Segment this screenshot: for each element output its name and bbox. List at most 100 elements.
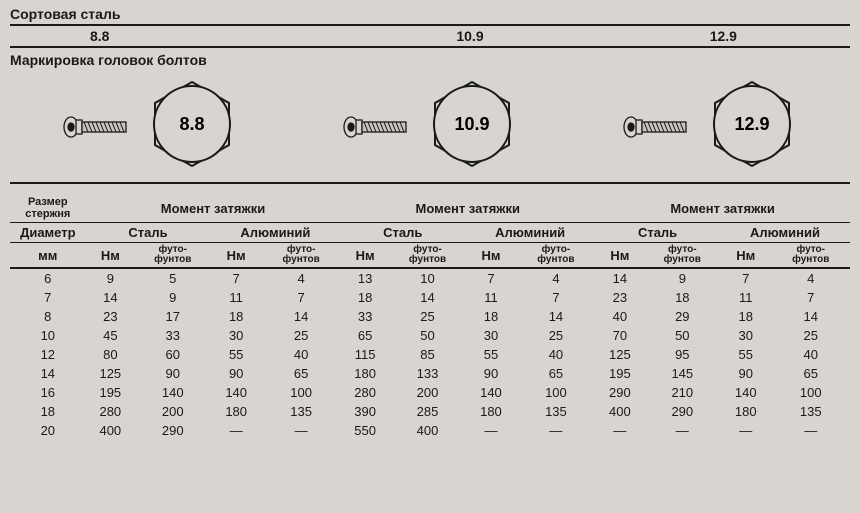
value-cell: 10 — [390, 268, 465, 288]
mm-header: мм — [10, 243, 86, 269]
grade-value: 8.8 — [10, 26, 343, 46]
table-row: 20400290——550400—————— — [10, 421, 850, 440]
value-cell: 290 — [135, 421, 210, 440]
head-label: 8.8 — [179, 114, 204, 134]
value-cell: — — [771, 421, 850, 440]
value-cell: 290 — [645, 402, 720, 421]
value-cell: 135 — [262, 402, 340, 421]
diameter-cell: 7 — [10, 288, 86, 307]
value-cell: 180 — [465, 402, 517, 421]
value-cell: 7 — [465, 268, 517, 288]
marking-title: Маркировка головок болтов — [10, 48, 850, 70]
value-cell: 4 — [517, 268, 595, 288]
funt-header: фунтов — [139, 255, 206, 265]
size-header-1: Размер — [14, 196, 82, 208]
value-cell: 140 — [465, 383, 517, 402]
head-label: 10.9 — [454, 114, 489, 134]
moment-header: Момент затяжки — [86, 194, 341, 223]
value-cell: 280 — [86, 402, 135, 421]
value-cell: — — [210, 421, 262, 440]
value-cell: 33 — [340, 307, 389, 326]
nm-header: Нм — [720, 243, 772, 269]
moment-header: Момент затяжки — [595, 194, 850, 223]
value-cell: 33 — [135, 326, 210, 345]
value-cell: — — [595, 421, 644, 440]
value-cell: 9 — [645, 268, 720, 288]
table-row: 1412590906518013390651951459065 — [10, 364, 850, 383]
value-cell: 400 — [595, 402, 644, 421]
value-cell: 11 — [720, 288, 772, 307]
head-label: 12.9 — [734, 114, 769, 134]
value-cell: 30 — [210, 326, 262, 345]
steel-header: Сталь — [595, 223, 720, 243]
alum-header: Алюминий — [210, 223, 340, 243]
value-cell: 180 — [720, 402, 772, 421]
value-cell: 50 — [645, 326, 720, 345]
value-cell: 40 — [595, 307, 644, 326]
value-cell: 140 — [720, 383, 772, 402]
value-cell: 100 — [262, 383, 340, 402]
value-cell: 14 — [517, 307, 595, 326]
value-cell: 180 — [340, 364, 389, 383]
value-cell: 195 — [595, 364, 644, 383]
value-cell: — — [465, 421, 517, 440]
value-cell: 70 — [595, 326, 644, 345]
value-cell: 125 — [595, 345, 644, 364]
diameter-cell: 16 — [10, 383, 86, 402]
value-cell: 55 — [720, 345, 772, 364]
value-cell: 133 — [390, 364, 465, 383]
value-cell: 90 — [210, 364, 262, 383]
value-cell: 85 — [390, 345, 465, 364]
value-cell: 18 — [210, 307, 262, 326]
moment-header: Момент затяжки — [340, 194, 595, 223]
value-cell: 18 — [465, 307, 517, 326]
value-cell: 90 — [135, 364, 210, 383]
diameter-header: Диаметр — [10, 223, 86, 243]
table-row: 18280200180135390285180135400290180135 — [10, 402, 850, 421]
value-cell: 140 — [135, 383, 210, 402]
alum-header: Алюминий — [465, 223, 595, 243]
nm-header: Нм — [210, 243, 262, 269]
steel-grade-title: Сортовая сталь — [10, 6, 850, 26]
value-cell: 14 — [86, 288, 135, 307]
table-row: 16195140140100280200140100290210140100 — [10, 383, 850, 402]
diameter-cell: 20 — [10, 421, 86, 440]
value-cell: 4 — [771, 268, 850, 288]
value-cell: 29 — [645, 307, 720, 326]
value-cell: 290 — [595, 383, 644, 402]
value-cell: 280 — [340, 383, 389, 402]
value-cell: 195 — [86, 383, 135, 402]
value-cell: 65 — [262, 364, 340, 383]
value-cell: 45 — [86, 326, 135, 345]
value-cell: 18 — [645, 288, 720, 307]
funt-header: фунтов — [266, 255, 336, 265]
value-cell: 115 — [340, 345, 389, 364]
value-cell: 30 — [465, 326, 517, 345]
value-cell: 9 — [135, 288, 210, 307]
grade-value: 10.9 — [343, 26, 596, 46]
value-cell: — — [645, 421, 720, 440]
value-cell: 14 — [390, 288, 465, 307]
table-row: 714911718141172318117 — [10, 288, 850, 307]
value-cell: — — [720, 421, 772, 440]
value-cell: 100 — [771, 383, 850, 402]
value-cell: 18 — [720, 307, 772, 326]
value-cell: 7 — [210, 268, 262, 288]
diameter-cell: 8 — [10, 307, 86, 326]
value-cell: 210 — [645, 383, 720, 402]
diameter-cell: 14 — [10, 364, 86, 383]
table-row: 1280605540115855540125955540 — [10, 345, 850, 364]
value-cell: 55 — [465, 345, 517, 364]
value-cell: 7 — [517, 288, 595, 307]
value-cell: 11 — [465, 288, 517, 307]
value-cell: 17 — [135, 307, 210, 326]
size-header-2: стержня — [14, 208, 82, 220]
value-cell: 180 — [210, 402, 262, 421]
funt-header: фунтов — [521, 255, 591, 265]
value-cell: 9 — [86, 268, 135, 288]
value-cell: 60 — [135, 345, 210, 364]
bolt-side-icon — [622, 99, 692, 149]
steel-header: Сталь — [340, 223, 465, 243]
value-cell: 13 — [340, 268, 389, 288]
value-cell: 14 — [771, 307, 850, 326]
